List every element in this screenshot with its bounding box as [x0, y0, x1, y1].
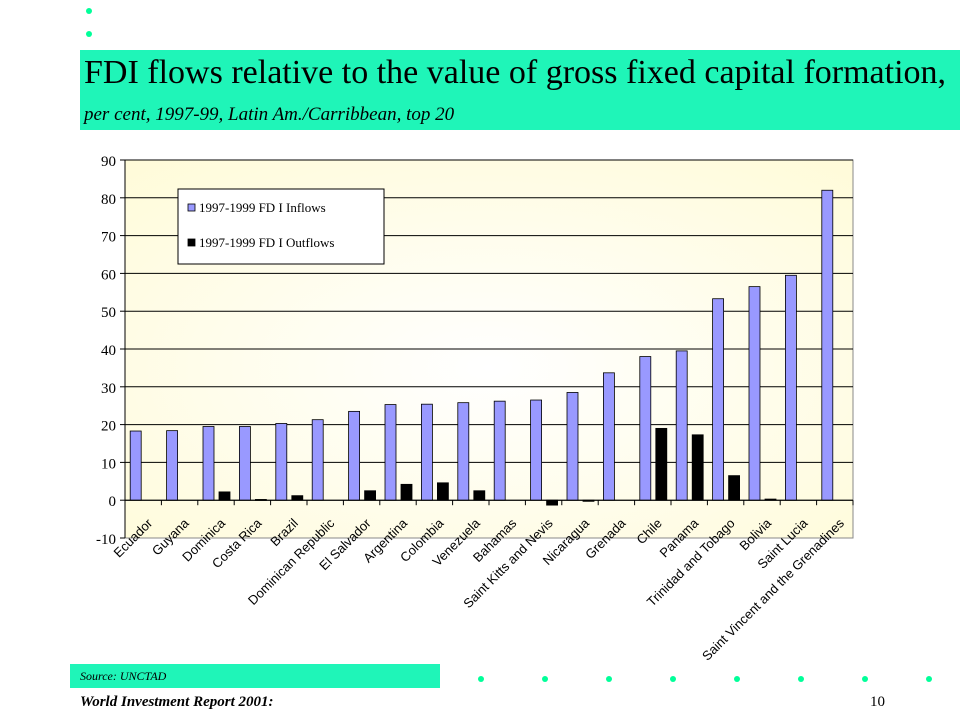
y-tick-label: 40: [101, 343, 116, 359]
bar-inflows: [639, 356, 652, 501]
decorative-dot: [798, 676, 804, 682]
y-tick-label: 70: [101, 230, 116, 246]
y-tick-label: 30: [101, 381, 116, 397]
bar-outflows: [364, 490, 377, 501]
decorative-dot: [926, 676, 932, 682]
source-band: Source: UNCTAD: [70, 664, 440, 688]
legend-box: [177, 188, 385, 265]
bar-inflows: [566, 392, 579, 501]
y-tick-label: 0: [109, 494, 117, 510]
bar-outflows: [436, 482, 449, 501]
legend-label: 1997-1999 FD I Outflows: [199, 235, 334, 250]
bar-inflows: [420, 403, 433, 501]
legend-label: 1997-1999 FD I Inflows: [199, 200, 326, 215]
decorative-dot: [86, 31, 92, 37]
bar-inflows: [603, 372, 615, 501]
y-tick-label: 50: [101, 305, 116, 321]
decorative-dot: [606, 676, 612, 682]
bar-outflows: [691, 434, 704, 501]
legend-swatch: [187, 203, 196, 212]
y-tick-label: 10: [101, 456, 116, 472]
bar-inflows: [166, 430, 179, 501]
decorative-dot: [478, 676, 484, 682]
bar-inflows: [748, 286, 761, 501]
decorative-dot: [86, 8, 92, 14]
bar-outflows: [728, 475, 740, 501]
decorative-dot: [734, 676, 740, 682]
footer-report-title: World Investment Report 2001:: [80, 694, 274, 710]
bar-inflows: [384, 404, 397, 501]
title-band: FDI flows relative to the value of gross…: [80, 50, 960, 130]
y-tick-label: 60: [101, 267, 116, 283]
y-tick-label: 80: [101, 192, 116, 208]
bar-outflows: [400, 483, 413, 501]
bar-inflows: [821, 189, 834, 501]
slide-subtitle: per cent, 1997-99, Latin Am./Carribbean,…: [84, 104, 455, 125]
bar-inflows: [457, 402, 470, 501]
bar-outflows: [218, 491, 231, 501]
slide-title: FDI flows relative to the value of gross…: [84, 54, 956, 133]
bar-inflows: [238, 426, 251, 501]
y-tick-label: 20: [101, 419, 116, 435]
bar-outflows: [473, 490, 486, 501]
bar-outflows: [291, 495, 304, 501]
y-tick-label: 90: [101, 154, 116, 170]
bar-inflows: [311, 419, 324, 501]
bar-inflows: [530, 399, 542, 501]
y-tick-label: -10: [96, 532, 116, 548]
bar-inflows: [712, 298, 724, 501]
bar-outflows: [655, 427, 668, 501]
bars: [129, 189, 834, 506]
legend-swatch: [187, 238, 196, 247]
bar-inflows: [275, 423, 288, 501]
decorative-dot: [862, 676, 868, 682]
bar-inflows: [675, 350, 688, 501]
bar-inflows: [348, 410, 361, 501]
legend: 1997-1999 FD I Inflows 1997-1999 FD I Out…: [177, 188, 385, 265]
bar-inflows: [202, 426, 215, 501]
axes: [120, 159, 854, 539]
decorative-dot: [670, 676, 676, 682]
source-note: Source: UNCTAD: [80, 669, 167, 683]
bar-inflows: [129, 430, 142, 501]
bar-inflows: [493, 400, 506, 501]
decorative-dot: [542, 676, 548, 682]
y-tick-labels: -10 0 10 20 30 40 50 60 70 80 90: [96, 154, 116, 548]
bar-inflows: [785, 274, 797, 501]
bar-outflows: [546, 499, 558, 506]
slide-title-main: FDI flows relative to the value of gross…: [84, 54, 947, 91]
page-number: 10: [870, 694, 885, 710]
